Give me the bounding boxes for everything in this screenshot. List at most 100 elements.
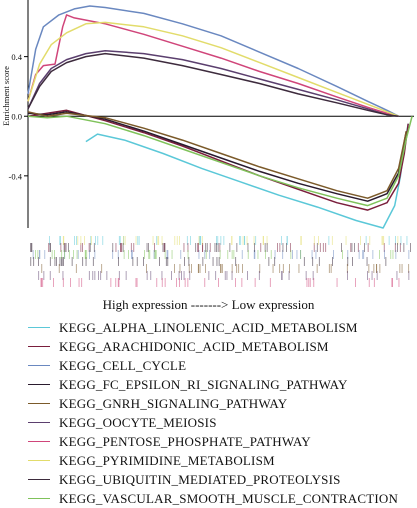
gene-hit-mark xyxy=(238,264,240,273)
gene-hit-mark xyxy=(88,243,90,252)
gene-hit-mark xyxy=(403,243,405,252)
gene-hit-mark xyxy=(49,271,51,280)
gene-hit-mark xyxy=(59,236,61,245)
gene-hit-mark xyxy=(259,264,261,273)
gene-hit-mark xyxy=(197,243,199,252)
gene-hit-mark xyxy=(373,278,375,287)
gene-hit-mark xyxy=(408,250,410,259)
legend-swatch xyxy=(28,479,50,480)
gene-hit-mark xyxy=(110,278,112,287)
gene-hit-mark xyxy=(247,243,249,252)
gene-hit-mark xyxy=(184,257,185,266)
gene-hit-mark xyxy=(369,236,371,245)
gene-hit-mark xyxy=(253,250,255,259)
gene-hit-mark xyxy=(80,243,82,252)
series-line-10 xyxy=(27,115,413,207)
gene-hit-mark xyxy=(68,243,69,252)
gene-hit-mark xyxy=(51,250,53,259)
gene-hit-mark xyxy=(41,278,42,287)
legend-swatch xyxy=(28,460,50,461)
legend-swatch xyxy=(28,498,50,499)
gene-hit-mark xyxy=(120,243,122,252)
gene-hit-mark xyxy=(176,278,177,287)
gene-hit-mark xyxy=(254,250,256,259)
series-line-4 xyxy=(27,111,408,202)
gene-hit-mark xyxy=(235,257,237,266)
gene-hit-mark xyxy=(368,278,370,287)
gene-hit-mark xyxy=(54,257,56,266)
gene-hit-mark xyxy=(158,236,160,245)
gene-hit-mark xyxy=(212,257,214,266)
gene-hit-mark xyxy=(85,257,87,266)
expression-direction-caption: High expression -------> Low expression xyxy=(102,297,315,312)
gene-hit-mark xyxy=(49,243,51,252)
gene-hit-mark xyxy=(258,271,260,280)
gene-hit-mark xyxy=(164,250,166,259)
gene-hit-mark xyxy=(135,278,137,287)
series-layer xyxy=(27,5,413,229)
gene-hit-mark xyxy=(363,250,365,259)
gene-hit-mark xyxy=(316,243,318,252)
gene-hit-mark xyxy=(115,278,117,287)
gene-hit-mark xyxy=(345,236,347,245)
gene-hit-mark xyxy=(201,236,203,245)
gene-hit-mark xyxy=(146,271,148,280)
gene-hit-mark xyxy=(373,264,375,273)
gene-hit-mark xyxy=(153,250,155,259)
series-line-6 xyxy=(27,49,399,117)
gene-hit-mark xyxy=(236,264,238,273)
gene-hit-mark xyxy=(186,236,188,245)
gene-hit-mark xyxy=(328,264,330,273)
gene-hit-mark xyxy=(376,264,378,273)
gene-hit-mark xyxy=(124,236,126,245)
gene-hit-mark xyxy=(174,264,175,273)
gene-hit-mark xyxy=(117,278,119,287)
gene-hit-mark xyxy=(171,271,172,280)
gene-hit-mark xyxy=(148,250,150,259)
gene-hit-mark xyxy=(176,236,178,245)
gene-hit-mark xyxy=(84,236,85,245)
gene-hit-mark xyxy=(223,236,225,245)
gene-hit-mark xyxy=(394,243,396,252)
gene-hit-mark xyxy=(289,264,290,273)
gene-hit-mark xyxy=(319,243,321,252)
gene-hit-mark xyxy=(270,250,272,259)
gene-hit-mark xyxy=(365,236,367,245)
legend-item: KEGG_PYRIMIDINE_METABOLISM xyxy=(28,451,413,470)
gene-hit-mark xyxy=(181,271,182,280)
gene-hit-mark xyxy=(157,236,159,245)
gene-hit-mark xyxy=(371,271,373,280)
gene-hit-mark xyxy=(133,243,135,252)
gene-hit-mark xyxy=(406,236,408,245)
gene-hit-mark xyxy=(146,243,148,252)
gene-hit-mark xyxy=(85,250,86,259)
gene-hit-mark xyxy=(32,250,34,259)
gene-hit-mark xyxy=(358,250,360,259)
gene-hit-mark xyxy=(253,236,255,245)
gene-hit-mark xyxy=(354,243,355,252)
gene-hit-mark xyxy=(205,250,207,259)
gene-hit-mark xyxy=(136,278,138,287)
gene-hit-mark xyxy=(58,264,60,273)
gene-hit-mark xyxy=(137,236,139,245)
gene-hit-mark xyxy=(65,243,67,252)
gene-hit-mark xyxy=(300,236,302,245)
gene-hit-mark xyxy=(290,250,292,259)
gene-hit-mark xyxy=(165,257,167,266)
gene-hit-mark xyxy=(117,250,119,259)
gene-hit-mark xyxy=(367,243,369,252)
legend-swatch xyxy=(28,441,50,442)
legend-label: KEGG_UBIQUITIN_MEDIATED_PROTEOLYSIS xyxy=(59,471,341,487)
gene-hit-mark xyxy=(131,250,132,259)
gene-hit-mark xyxy=(233,250,235,259)
gene-hit-mark xyxy=(200,236,202,245)
gene-hit-mark xyxy=(400,236,402,245)
gene-hit-mark xyxy=(144,250,145,259)
gene-hit-mark xyxy=(217,243,219,252)
y-tick-label: -0.4 xyxy=(9,171,23,181)
gene-hit-mark xyxy=(396,271,398,280)
gene-hit-mark xyxy=(265,250,266,259)
gene-hit-mark xyxy=(263,236,264,245)
gene-hit-mark xyxy=(247,271,248,280)
gene-hit-mark xyxy=(257,250,259,259)
